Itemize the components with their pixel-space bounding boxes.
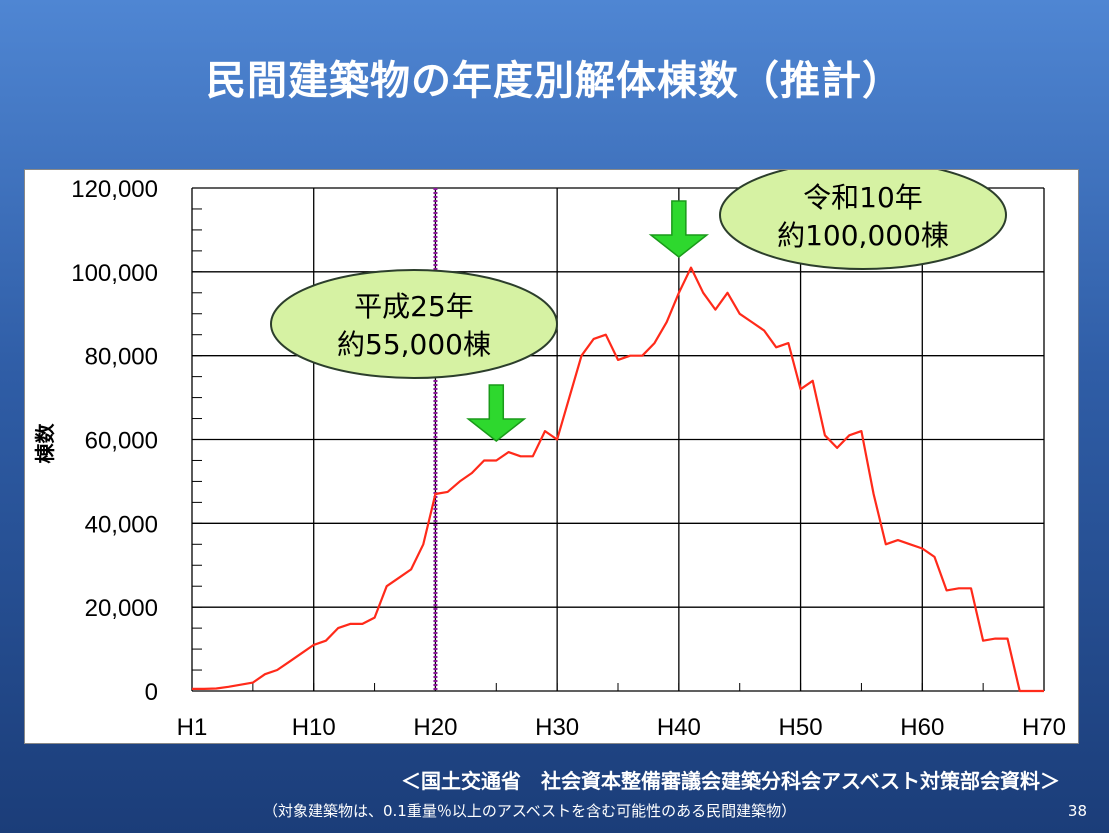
chart-panel: 0 20,000 40,000 60,000 80,000 100,000 120,000 H… (24, 169, 1079, 744)
data-series-line (192, 266, 1044, 693)
peak-callout-line2: 約100,000棟 (777, 219, 949, 252)
x-tick-label: H70 (1022, 714, 1066, 741)
y-tick-label: 80,000 (85, 344, 158, 371)
chart-border (24, 169, 1079, 744)
h25-callout-bubble (270, 269, 558, 379)
source-citation: ＜国土交通省 社会資本整備審議会建築分科会アスベスト対策部会資料＞ (401, 769, 1060, 793)
line-chart: 0 20,000 40,000 60,000 80,000 100,000 120,000 H… (24, 169, 1079, 744)
y-tick-label: 40,000 (85, 511, 158, 538)
y-tick-label: 0 (145, 679, 158, 706)
peak-arrow (648, 200, 710, 258)
x-tick-label: H60 (900, 714, 944, 741)
peak-callout-bubble (719, 169, 1007, 270)
x-tick-label: H20 (413, 714, 457, 741)
y-tick-label: 60,000 (85, 428, 158, 455)
x-tick-label: H10 (292, 714, 336, 741)
footnote: （対象建築物は、0.1重量％以上のアスベストを含む可能性のある民間建築物） (263, 802, 797, 820)
h25-arrow (466, 384, 527, 442)
y-axis-label: 棟数 (33, 423, 57, 464)
h25-callout-line2: 約55,000棟 (337, 328, 491, 361)
x-tick-label: H30 (535, 714, 579, 741)
page-number: 38 (1067, 802, 1087, 820)
peak-callout-line1: 令和10年 (803, 181, 923, 214)
x-tick-label: H50 (779, 714, 823, 741)
y-tick-label: 20,000 (85, 595, 158, 622)
slide-title: 民間建築物の年度別解体棟数（推計） (206, 58, 903, 104)
h25-callout-line1: 平成25年 (354, 290, 474, 323)
y-tick-label: 100,000 (71, 260, 158, 287)
x-tick-label: H40 (657, 714, 701, 741)
x-tick-label: H1 (177, 714, 208, 741)
y-tick-label: 120,000 (71, 176, 158, 203)
